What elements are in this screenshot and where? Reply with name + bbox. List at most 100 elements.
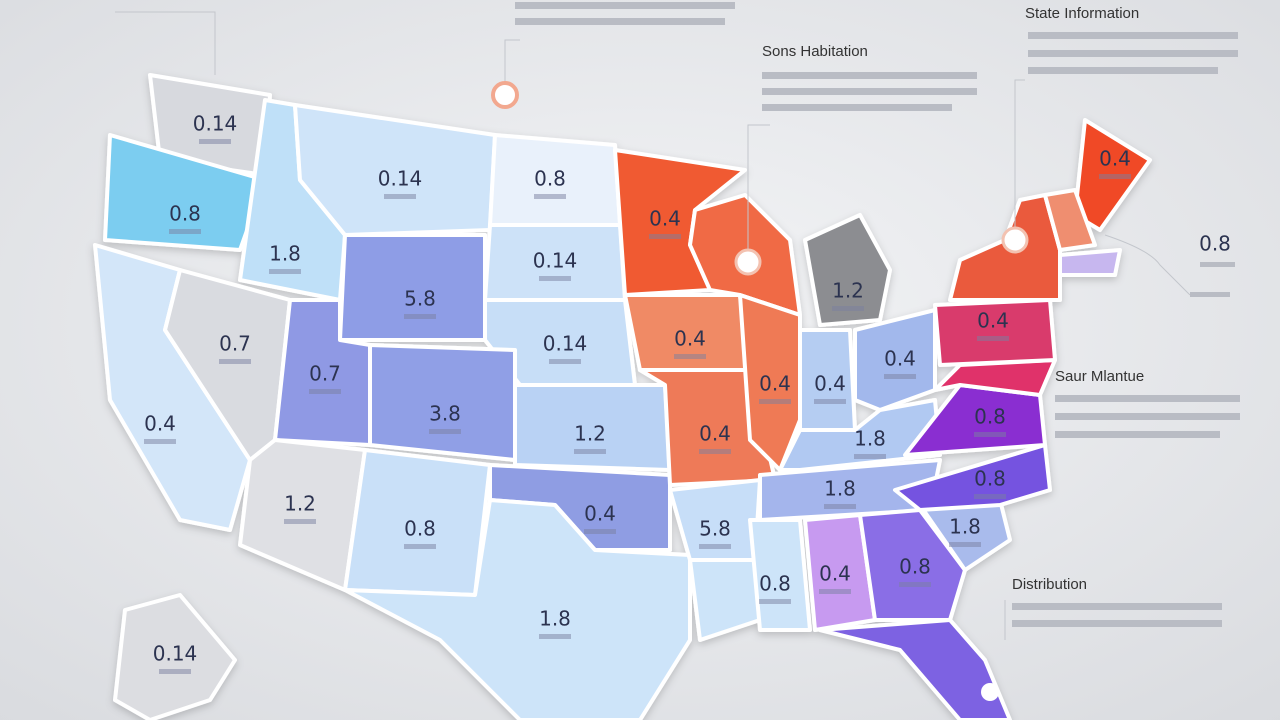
region xyxy=(293,103,497,237)
markers xyxy=(491,81,1029,701)
region xyxy=(778,398,942,472)
region-label: 0.14 xyxy=(543,332,588,356)
text-line xyxy=(1055,413,1240,420)
region-sublabel xyxy=(404,544,436,549)
callout-line xyxy=(1104,234,1191,296)
region-label: 0.4 xyxy=(674,327,706,351)
region-label: 1.8 xyxy=(539,607,571,631)
region-sublabel xyxy=(884,374,916,379)
annotation-heading: Sons Habitation xyxy=(762,43,868,60)
region-label: 0.4 xyxy=(584,502,616,526)
annotation-heading: State Information xyxy=(1025,5,1139,22)
region-sublabel xyxy=(169,229,201,234)
annotation-heading: Saur Mlantue xyxy=(1055,368,1144,385)
region xyxy=(853,308,937,412)
region-sublabel xyxy=(534,194,566,199)
text-line xyxy=(515,2,735,9)
region-label: 1.2 xyxy=(284,492,316,516)
region-label: 0.8 xyxy=(534,167,566,191)
region-sublabel xyxy=(269,269,301,274)
region-label: 5.8 xyxy=(699,517,731,541)
region-label: 0.4 xyxy=(814,372,846,396)
region-label: 0.8 xyxy=(759,572,791,596)
text-line xyxy=(1190,292,1230,297)
region-sublabel xyxy=(584,529,616,534)
region-sublabel xyxy=(832,306,864,311)
callout-line xyxy=(115,11,216,75)
region-label: 0.8 xyxy=(899,555,931,579)
region-sublabel xyxy=(284,519,316,524)
region-sublabel xyxy=(219,359,251,364)
region-sublabel xyxy=(539,276,571,281)
region-label: 0.4 xyxy=(884,347,916,371)
region-sublabel xyxy=(699,544,731,549)
callouts xyxy=(115,11,1191,640)
callout-line xyxy=(504,39,520,95)
marker xyxy=(981,683,999,701)
region-sublabel xyxy=(974,494,1006,499)
region-sublabel xyxy=(159,669,191,674)
text-placeholders xyxy=(515,2,1240,627)
region-sublabel xyxy=(824,504,856,509)
region-sublabel xyxy=(759,599,791,604)
marker xyxy=(491,81,519,109)
region xyxy=(933,358,1057,397)
region-label: 0.8 xyxy=(974,405,1006,429)
region-label: 0.4 xyxy=(649,207,681,231)
region xyxy=(238,438,367,592)
region-label: 1.8 xyxy=(949,515,981,539)
region-sublabel xyxy=(539,634,571,639)
text-line xyxy=(1055,395,1240,402)
side-value: 0.8 xyxy=(1199,232,1231,256)
region-label: 0.4 xyxy=(1099,147,1131,171)
region-sublabel xyxy=(814,399,846,404)
region-label: 0.8 xyxy=(404,517,436,541)
region-label: 0.14 xyxy=(533,249,578,273)
region-label: 0.4 xyxy=(759,372,791,396)
region xyxy=(893,443,1052,512)
region xyxy=(113,593,237,722)
region xyxy=(738,293,802,472)
region-label: 0.14 xyxy=(193,112,238,136)
region-sublabel xyxy=(309,389,341,394)
callout-line xyxy=(747,124,770,260)
text-line xyxy=(1012,620,1222,627)
text-line xyxy=(1028,67,1218,74)
region-label: 1.2 xyxy=(832,279,864,303)
region-label: 1.8 xyxy=(854,427,886,451)
region-label: 1.8 xyxy=(824,477,856,501)
region-label: 0.14 xyxy=(153,642,198,666)
region-label: 0.8 xyxy=(974,467,1006,491)
region-label: 1.8 xyxy=(269,242,301,266)
region-sublabel xyxy=(899,582,931,587)
region-label: 0.14 xyxy=(378,167,423,191)
region-label: 0.7 xyxy=(309,362,341,386)
region-label: 0.4 xyxy=(819,562,851,586)
text-line xyxy=(762,72,977,79)
region-sublabel xyxy=(144,439,176,444)
region-sublabel xyxy=(759,399,791,404)
text-line xyxy=(1200,262,1235,267)
region-sublabel xyxy=(649,234,681,239)
region-label: 0.4 xyxy=(699,422,731,446)
region-sublabel xyxy=(977,336,1009,341)
region-sublabel xyxy=(819,589,851,594)
region-sublabel xyxy=(674,354,706,359)
region-sublabel xyxy=(549,359,581,364)
region-sublabel xyxy=(384,194,416,199)
region-label: 1.2 xyxy=(574,422,606,446)
region-label: 0.4 xyxy=(977,309,1009,333)
region xyxy=(103,133,267,252)
region-label: 0.7 xyxy=(219,332,251,356)
region-sublabel xyxy=(974,432,1006,437)
region xyxy=(803,213,892,327)
region-label: 0.4 xyxy=(144,412,176,436)
text-line xyxy=(515,18,725,25)
map xyxy=(93,73,1152,722)
region-sublabel xyxy=(429,429,461,434)
region-label: 5.8 xyxy=(404,287,436,311)
region-label: 0.8 xyxy=(169,202,201,226)
region-sublabel xyxy=(699,449,731,454)
region-sublabel xyxy=(574,449,606,454)
